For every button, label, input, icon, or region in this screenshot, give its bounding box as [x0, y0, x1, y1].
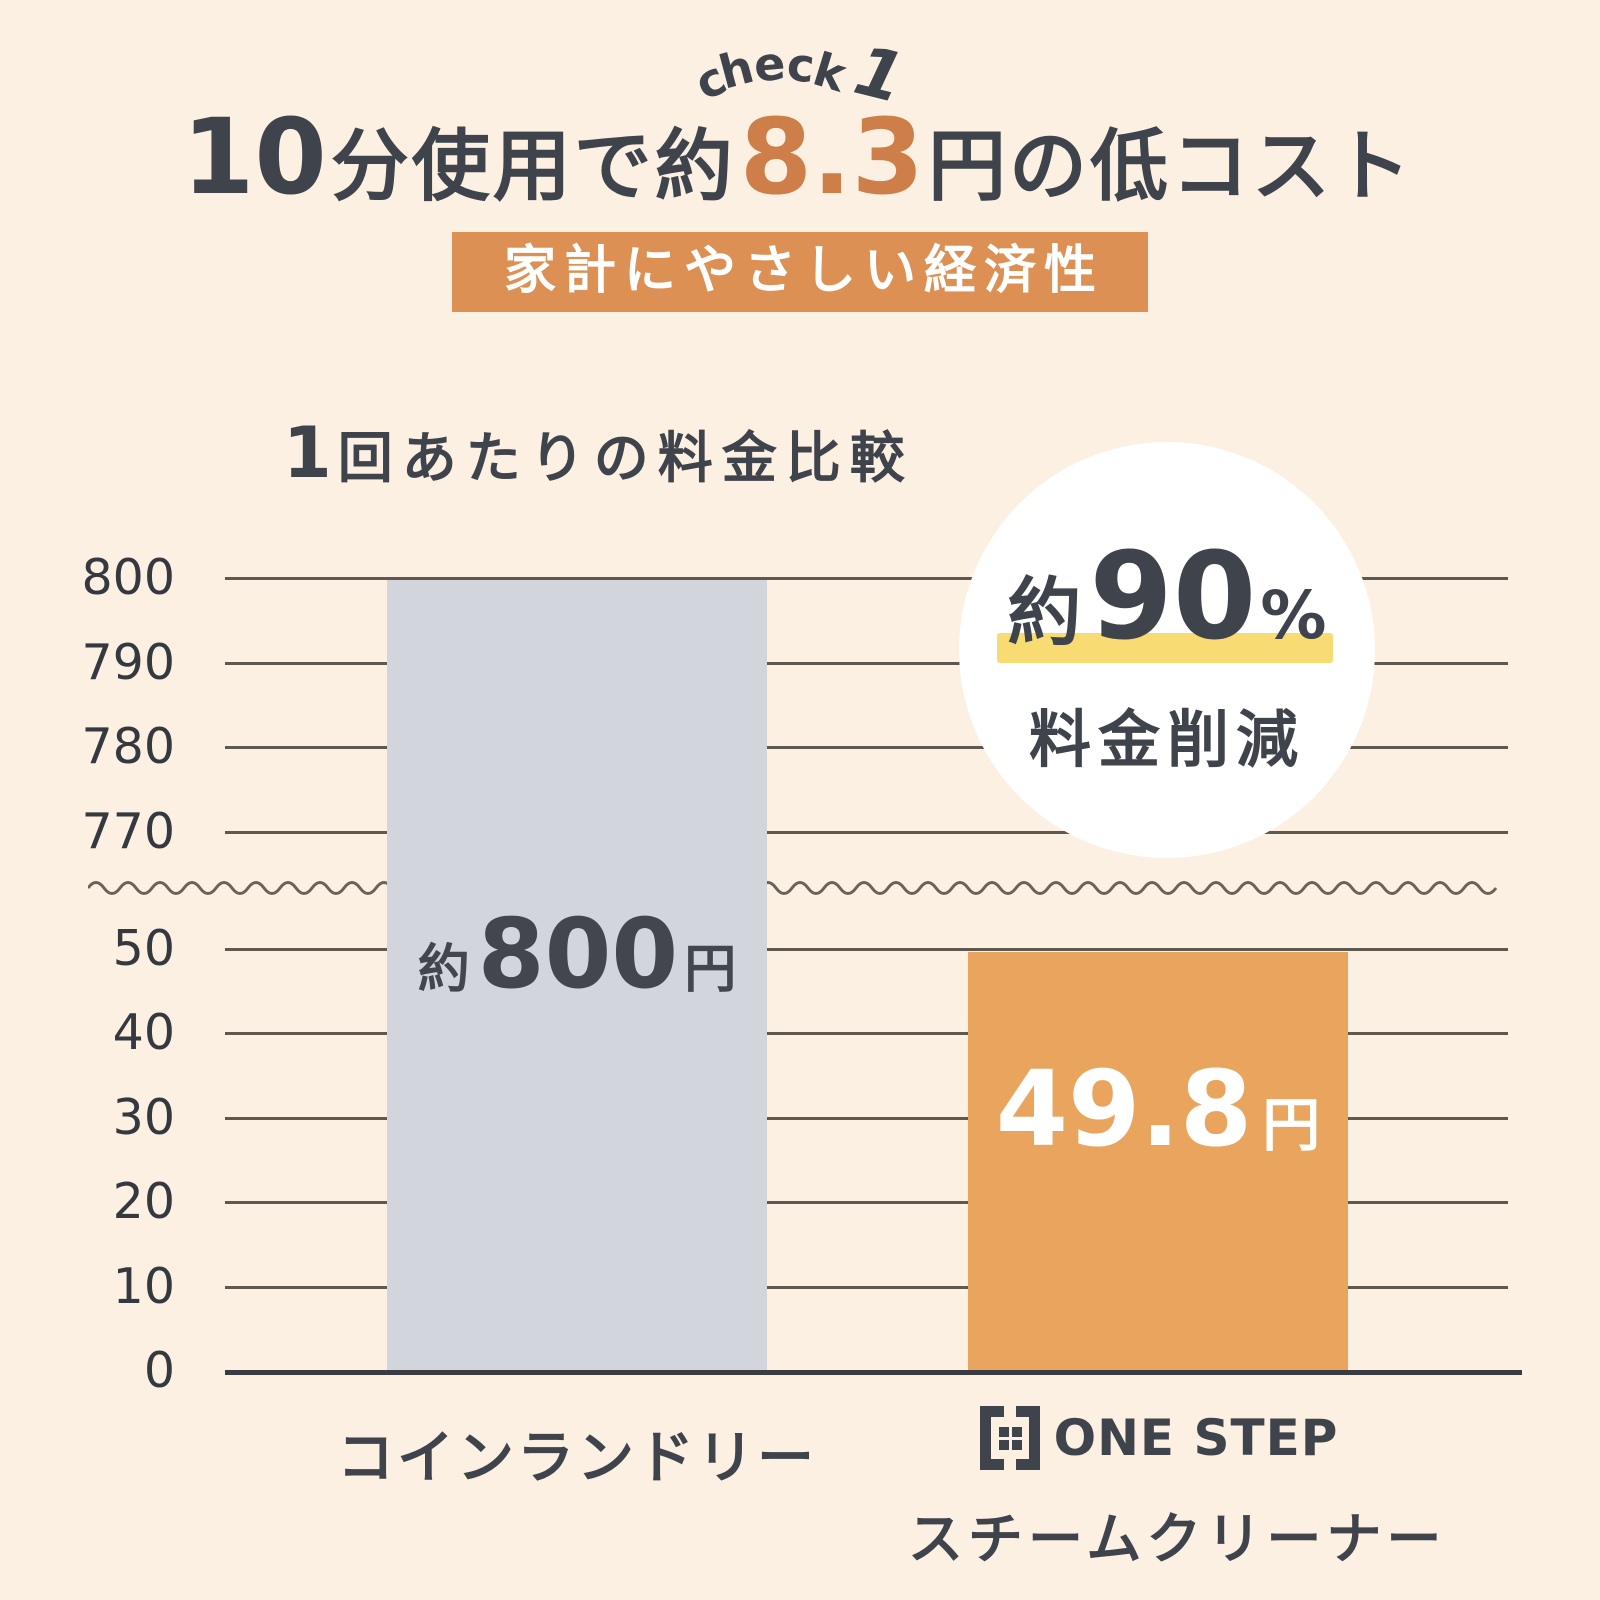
- gridline-780: [225, 746, 1508, 749]
- gridline-50: [225, 948, 1508, 951]
- gridline-790: [225, 662, 1508, 665]
- page-title: 10 分使用で約 8.3 円の低コスト: [0, 96, 1600, 218]
- discount-caption: 料金削減: [1028, 702, 1305, 776]
- title-number-cost: 8.3: [739, 96, 924, 218]
- title-number-10: 10: [182, 96, 327, 218]
- bar-coin-laundry: 約 800 円: [387, 580, 767, 1370]
- y-tick-0: 0: [143, 1342, 175, 1399]
- y-tick-10: 10: [112, 1258, 175, 1315]
- title-text: 円の低コスト: [927, 122, 1414, 212]
- chart-title-number: 1: [283, 412, 332, 494]
- check-badge: c h e c k 1: [0, 0, 1600, 119]
- discount-circle-badge: 約 90 % 料金削減: [959, 442, 1375, 858]
- y-tick-790: 790: [81, 634, 175, 691]
- chart-title: 1 回あたりの料金比較: [283, 412, 914, 494]
- discount-number: 90: [1089, 527, 1257, 667]
- gridline-10: [225, 1286, 1508, 1289]
- brand-name: ONE STEP: [1053, 1409, 1339, 1467]
- category-label-one-step: ONE STEP: [918, 1406, 1398, 1470]
- y-tick-20: 20: [112, 1173, 175, 1230]
- check-letter: e: [751, 35, 788, 93]
- y-tick-770: 770: [81, 803, 175, 860]
- x-axis-line: [225, 1370, 1522, 1375]
- chart-title-text: 回あたりの料金比較: [337, 426, 914, 490]
- category-label-steam-cleaner: スチームクリーナー: [908, 1507, 1447, 1571]
- y-tick-30: 30: [112, 1089, 175, 1146]
- discount-prefix: 約: [1007, 569, 1082, 656]
- bar-value-coin-laundry: 約 800 円: [387, 898, 767, 1010]
- bar-value-number: 49.8: [995, 1048, 1253, 1170]
- gridline-770: [225, 831, 1508, 834]
- percent-sign: %: [1260, 576, 1327, 654]
- y-tick-40: 40: [112, 1004, 175, 1061]
- bar-value-prefix: 約: [417, 940, 470, 1000]
- discount-percent-row: 約 90 %: [997, 527, 1333, 667]
- bar-value-steam-cleaner: 49.8 円: [968, 1048, 1348, 1170]
- bar-value-number: 800: [477, 898, 679, 1010]
- bar-value-unit: 円: [1262, 1091, 1321, 1159]
- yellow-highlight: [997, 632, 1333, 663]
- y-tick-800: 800: [81, 549, 175, 606]
- banner-wrap: 家計にやさしい経済性: [0, 232, 1600, 312]
- y-tick-50: 50: [112, 920, 175, 977]
- economy-banner: 家計にやさしい経済性: [451, 232, 1148, 312]
- y-tick-780: 780: [81, 718, 175, 775]
- category-label-coin-laundry: コインランドリー: [337, 1425, 817, 1491]
- title-text: 分使用で約: [330, 122, 736, 212]
- bar-steam-cleaner: 49.8 円: [968, 952, 1348, 1370]
- bar-value-unit: 円: [684, 940, 737, 1000]
- gridline-40: [225, 1032, 1508, 1035]
- gridline-800: [225, 577, 1508, 580]
- axis-break-wave: [88, 881, 1498, 895]
- one-step-logo-icon: [979, 1406, 1040, 1470]
- gridline-30: [225, 1117, 1508, 1120]
- gridline-20: [225, 1201, 1508, 1204]
